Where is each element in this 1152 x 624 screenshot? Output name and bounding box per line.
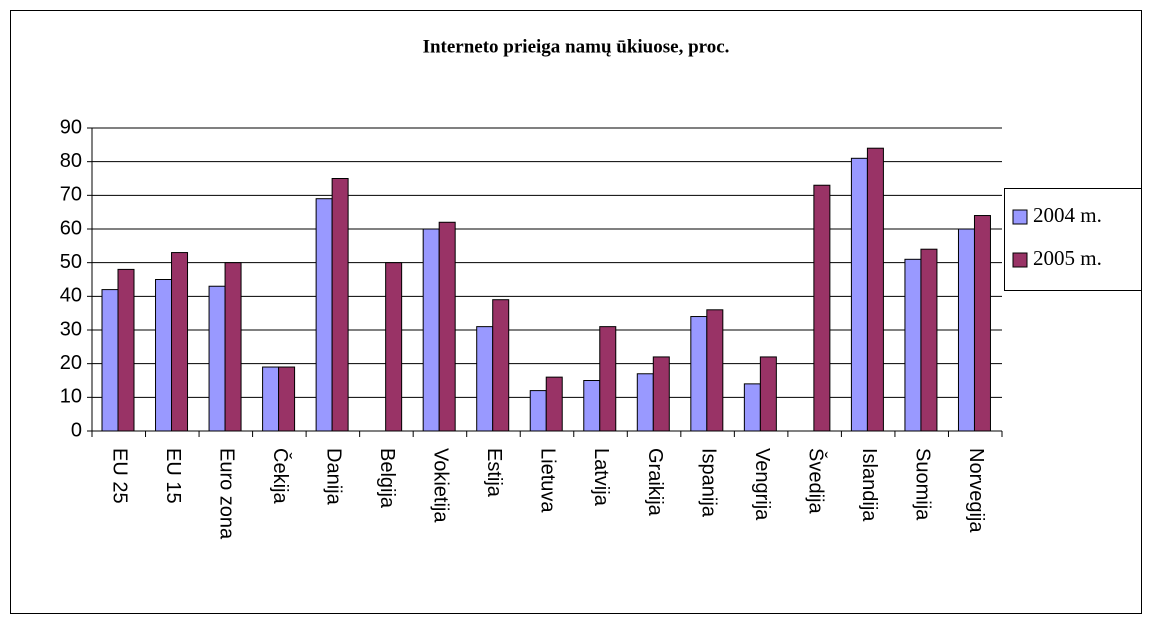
bar (706, 309, 724, 432)
bar (278, 366, 296, 432)
x-tick-label: Švedija (804, 448, 827, 514)
legend-label: 2004 m. (1033, 203, 1102, 227)
bar (599, 326, 617, 432)
bar (973, 215, 991, 432)
y-tick-label: 0 (71, 419, 82, 441)
bar (315, 198, 333, 432)
x-tick-label: Suomija (911, 448, 933, 521)
bar (101, 289, 119, 432)
bar (476, 326, 494, 432)
bar (957, 228, 975, 432)
x-tick-label: EU 15 (162, 448, 184, 504)
x-tick-label: Čekija (269, 448, 292, 504)
x-tick-label: Norvegija (965, 448, 987, 533)
bar (904, 258, 922, 432)
legend-label: 2005 m. (1033, 246, 1102, 270)
x-tick-label: EU 25 (108, 448, 130, 504)
bar (224, 262, 242, 432)
x-tick-label: Danija (323, 448, 345, 506)
x-tick-label: Lietuva (537, 448, 559, 513)
x-tick-label: Islandija (858, 448, 880, 522)
y-tick-label: 40 (60, 285, 82, 307)
bar (171, 252, 189, 432)
y-tick-label: 50 (60, 251, 82, 273)
legend-box (1004, 188, 1142, 291)
y-tick-label: 80 (60, 150, 82, 172)
x-tick-label: Latvija (590, 448, 612, 507)
y-tick-label: 10 (60, 386, 82, 408)
y-tick-label: 60 (60, 217, 82, 239)
chart-border (10, 10, 1142, 614)
bar (813, 184, 831, 432)
x-tick-label: Vokietija (430, 448, 452, 523)
bar (743, 383, 761, 432)
y-tick-label: 30 (60, 318, 82, 340)
x-tick-label: Estija (483, 448, 505, 498)
bar (385, 262, 403, 432)
bar (208, 285, 226, 432)
bar (652, 356, 670, 432)
bar (866, 147, 884, 432)
y-tick-label: 70 (60, 184, 82, 206)
x-tick-label: Graikija (644, 448, 666, 517)
bar (759, 356, 777, 432)
bar (529, 390, 547, 432)
bar (155, 279, 173, 432)
chart-title: Interneto prieiga namų ūkiuose, proc. (423, 36, 730, 57)
bar (690, 316, 708, 432)
legend-swatch (1012, 252, 1028, 268)
legend-swatch (1012, 209, 1028, 225)
bar (438, 221, 456, 432)
x-tick-label: Vengrija (751, 448, 773, 521)
bar (920, 248, 938, 432)
bar (422, 228, 440, 432)
bar (636, 373, 654, 432)
bar (850, 157, 868, 432)
y-tick-label: 90 (60, 116, 82, 138)
y-tick-label: 20 (60, 352, 82, 374)
bar (117, 268, 135, 432)
bar (583, 380, 601, 432)
x-tick-label: Ispanija (697, 448, 719, 518)
bar (331, 178, 349, 432)
x-tick-label: Euro zona (216, 448, 238, 540)
bar (545, 376, 563, 432)
bar (262, 366, 280, 432)
bar (492, 299, 510, 432)
x-tick-label: Belgija (376, 448, 398, 509)
